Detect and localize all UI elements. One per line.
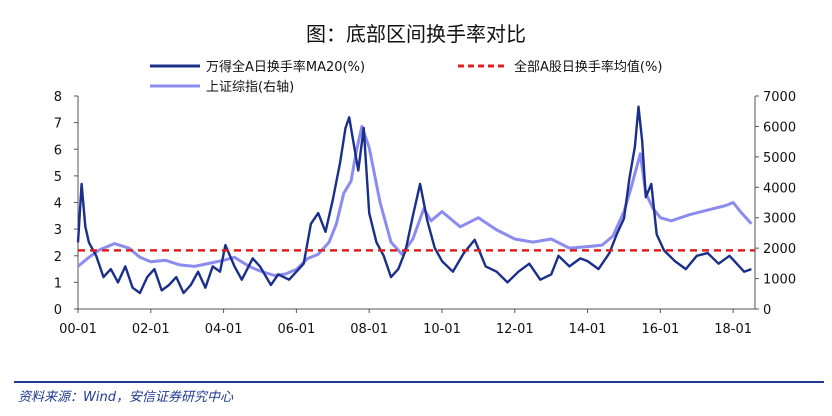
- series-line-0: [76, 105, 752, 295]
- legend: 万得全A日换手率MA20(%) 全部A股日换手率均值(%) 上证综指(右轴): [150, 59, 662, 95]
- y-right-tick-label: 7000: [763, 90, 796, 105]
- series-layer: [76, 105, 755, 295]
- x-tick-label: 02-01: [132, 322, 170, 337]
- y-left-tick-label: 7: [54, 117, 62, 132]
- y-left-tick-label: 2: [54, 250, 62, 265]
- x-tick-label: 18-01: [714, 322, 752, 337]
- chart-title: 图：底部区间换手率对比: [306, 22, 526, 46]
- y-right-tick-label: 1000: [763, 273, 796, 288]
- x-tick-label: 08-01: [350, 322, 388, 337]
- axes: 0 1 2 3 4 5 6 7 8 0 1000 2000 3000 4000 5000 6000 7000 00…: [54, 90, 796, 337]
- x-tick-label: 14-01: [569, 322, 607, 337]
- y-right-tick-label: 0: [763, 303, 771, 318]
- x-tick-label: 16-01: [641, 322, 679, 337]
- y-left-tick-label: 8: [54, 90, 62, 105]
- y-right-tick-label: 6000: [763, 120, 796, 135]
- source-note: 资料来源：Wind，安信证券研究中心: [18, 390, 233, 405]
- y-right-tick-label: 4000: [763, 181, 796, 196]
- x-tick-label: 10-01: [423, 322, 461, 337]
- y-right-tick-label: 3000: [763, 212, 796, 227]
- series-line-2: [77, 124, 753, 277]
- y-right-tick-label: 5000: [763, 151, 796, 166]
- footer-divider: [14, 381, 824, 383]
- x-tick-label: 12-01: [496, 322, 534, 337]
- legend-label-1: 全部A股日换手率均值(%): [514, 59, 662, 75]
- legend-label-0: 万得全A日换手率MA20(%): [206, 59, 365, 75]
- legend-label-2: 上证综指(右轴): [206, 80, 294, 95]
- y-left-tick-label: 0: [54, 303, 62, 318]
- y-left-tick-label: 5: [54, 170, 62, 185]
- y-left-tick-label: 4: [54, 197, 62, 212]
- x-tick-label: 04-01: [205, 322, 243, 337]
- y-left-tick-label: 6: [54, 143, 62, 158]
- x-tick-label: 06-01: [277, 322, 315, 337]
- y-right-tick-label: 2000: [763, 242, 796, 257]
- y-left-tick-label: 3: [54, 223, 62, 238]
- x-tick-label: 00-01: [59, 322, 97, 337]
- y-left-tick-label: 1: [54, 276, 62, 291]
